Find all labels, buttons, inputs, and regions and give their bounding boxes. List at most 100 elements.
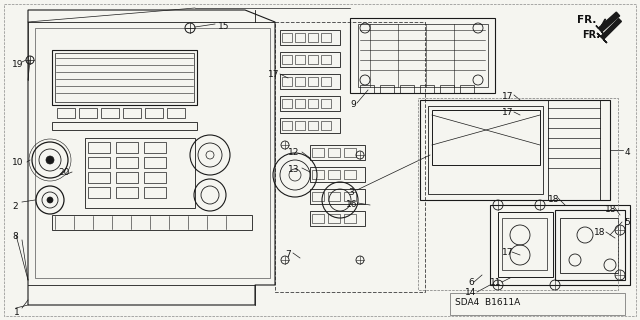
Bar: [295, 55, 305, 64]
Bar: [321, 99, 331, 108]
Bar: [88, 172, 110, 183]
Bar: [420, 85, 434, 93]
Text: 17: 17: [502, 92, 513, 101]
Text: 8: 8: [12, 232, 18, 241]
Bar: [145, 108, 163, 118]
Bar: [328, 170, 340, 179]
Bar: [308, 77, 318, 86]
Bar: [321, 77, 331, 86]
Bar: [400, 85, 414, 93]
Text: 19: 19: [12, 60, 24, 69]
Bar: [55, 53, 194, 102]
Bar: [321, 33, 331, 42]
Bar: [52, 122, 197, 130]
Bar: [310, 211, 365, 226]
Bar: [282, 33, 292, 42]
Bar: [358, 24, 488, 87]
Bar: [52, 50, 197, 105]
Text: 5: 5: [624, 218, 630, 227]
Text: 18: 18: [605, 205, 616, 214]
Bar: [344, 148, 356, 157]
Bar: [312, 148, 324, 157]
FancyArrow shape: [596, 12, 620, 35]
Text: 3: 3: [348, 188, 354, 197]
Bar: [88, 142, 110, 153]
Bar: [282, 99, 292, 108]
Bar: [116, 157, 138, 168]
Text: 10: 10: [12, 158, 24, 167]
Bar: [280, 74, 340, 89]
Bar: [490, 205, 630, 285]
Text: 15: 15: [218, 22, 230, 31]
Bar: [328, 148, 340, 157]
Text: 9: 9: [350, 100, 356, 109]
Bar: [35, 28, 270, 278]
Bar: [116, 142, 138, 153]
Bar: [428, 106, 543, 194]
Bar: [460, 85, 474, 93]
Bar: [308, 121, 318, 130]
Bar: [344, 170, 356, 179]
Bar: [280, 52, 340, 67]
Bar: [85, 138, 195, 208]
Bar: [312, 192, 324, 201]
Text: 17: 17: [268, 70, 280, 79]
Text: 20: 20: [58, 168, 69, 177]
Text: FR.: FR.: [577, 15, 596, 25]
Bar: [167, 108, 185, 118]
Bar: [295, 121, 305, 130]
Bar: [312, 214, 324, 223]
Text: 7: 7: [285, 250, 291, 259]
Bar: [57, 108, 75, 118]
Bar: [52, 215, 252, 230]
Bar: [450, 293, 625, 315]
Bar: [295, 77, 305, 86]
Bar: [101, 108, 119, 118]
Text: 13: 13: [288, 165, 300, 174]
Bar: [328, 214, 340, 223]
Text: 2: 2: [12, 202, 18, 211]
Bar: [282, 121, 292, 130]
Bar: [310, 167, 365, 182]
Bar: [88, 187, 110, 198]
FancyArrow shape: [597, 19, 621, 43]
Bar: [282, 55, 292, 64]
Ellipse shape: [47, 197, 53, 203]
Bar: [321, 55, 331, 64]
Bar: [418, 98, 618, 290]
Bar: [280, 118, 340, 133]
Bar: [79, 108, 97, 118]
Bar: [308, 55, 318, 64]
Bar: [123, 108, 141, 118]
Bar: [280, 30, 340, 45]
Bar: [144, 172, 166, 183]
Bar: [560, 218, 618, 273]
Text: 6: 6: [468, 278, 474, 287]
Text: FR.: FR.: [582, 30, 600, 40]
Bar: [144, 157, 166, 168]
Text: 17: 17: [502, 108, 513, 117]
Text: 12: 12: [288, 148, 300, 157]
Bar: [328, 192, 340, 201]
Text: 18: 18: [548, 195, 559, 204]
Bar: [144, 187, 166, 198]
Bar: [432, 110, 540, 165]
Bar: [344, 214, 356, 223]
Text: 1: 1: [14, 308, 20, 317]
Text: 17: 17: [502, 248, 513, 257]
Bar: [360, 85, 374, 93]
Bar: [308, 33, 318, 42]
Text: 4: 4: [625, 148, 630, 157]
Bar: [116, 187, 138, 198]
Text: 14: 14: [465, 288, 476, 297]
Text: 18: 18: [594, 228, 605, 237]
Text: SDA4  B1611A: SDA4 B1611A: [455, 298, 520, 307]
Bar: [380, 85, 394, 93]
Bar: [312, 170, 324, 179]
Bar: [116, 172, 138, 183]
Bar: [344, 192, 356, 201]
Bar: [295, 33, 305, 42]
Bar: [440, 85, 454, 93]
Bar: [498, 212, 553, 277]
Bar: [420, 100, 610, 200]
